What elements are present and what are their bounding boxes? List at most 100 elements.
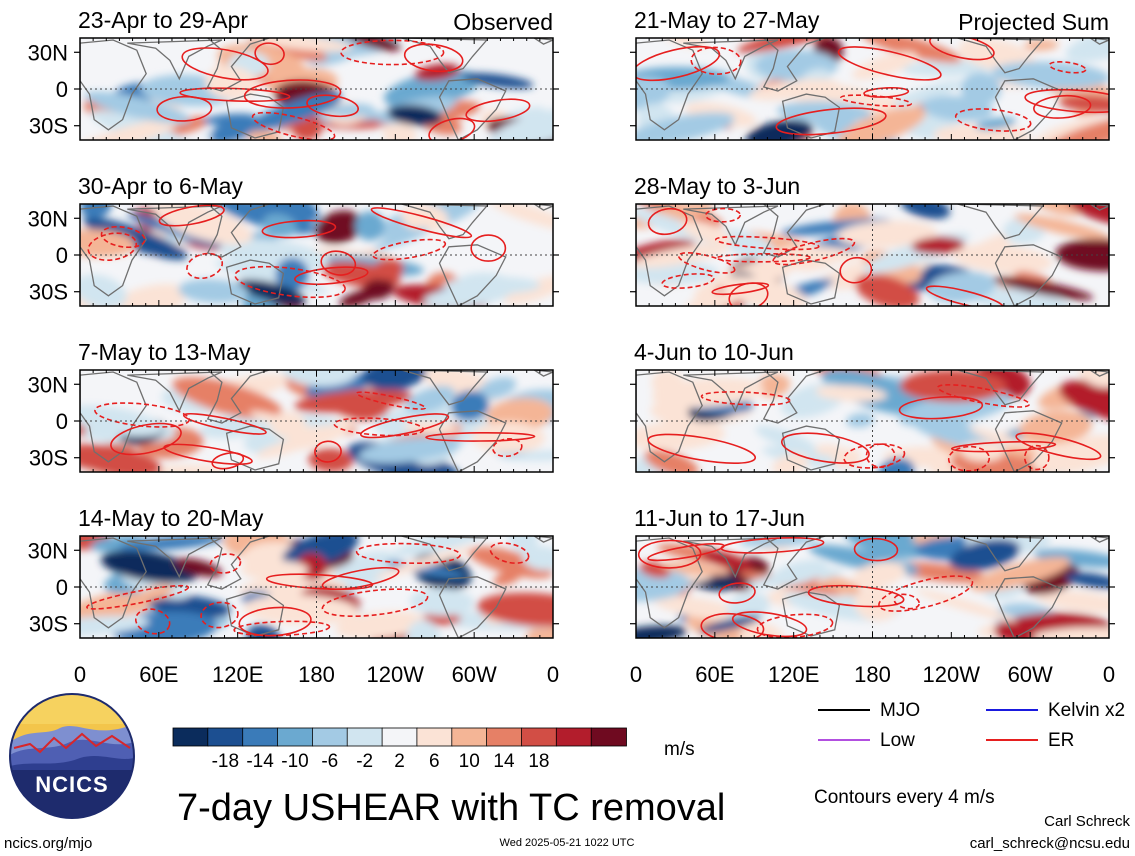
anomaly-blob	[80, 444, 162, 472]
anomaly-blob	[899, 370, 1007, 403]
anomaly-blob	[949, 539, 1021, 572]
er-contour	[243, 79, 342, 109]
anomaly-blob	[992, 276, 1094, 300]
coastline	[1089, 536, 1109, 543]
panel-title: 11-Jun to 17-Jun	[634, 505, 805, 531]
coastline	[401, 38, 489, 74]
coastline	[994, 78, 1063, 140]
colorbar-swatch	[555, 727, 592, 747]
er-contour	[837, 46, 942, 81]
anomaly-blob	[247, 92, 343, 131]
contour-note: Contours every 4 m/s	[814, 787, 995, 808]
anomaly-blob	[414, 63, 461, 81]
map-panel: 4-Jun to 10-Jun	[630, 339, 1115, 473]
lon-label: 180	[854, 662, 891, 687]
er-contour	[251, 111, 336, 140]
lat-label: 0	[56, 77, 68, 102]
anomaly-blob	[772, 453, 809, 472]
coastline	[206, 370, 270, 424]
lon-label: 0	[547, 662, 559, 687]
coastline	[533, 38, 553, 45]
er-contour	[186, 252, 224, 280]
colorbar-swatch	[451, 727, 488, 747]
anomaly-blob	[855, 274, 920, 306]
colorbar-swatch	[590, 727, 627, 747]
er-contour	[731, 611, 808, 638]
coastline	[80, 39, 147, 131]
anomaly-blob	[443, 276, 541, 295]
er-contour	[294, 266, 369, 286]
colorbar-label: -14	[246, 751, 274, 772]
anomaly-blob	[237, 279, 307, 305]
er-contour	[1048, 61, 1087, 74]
anomaly-blob	[854, 587, 899, 621]
coastline	[401, 536, 489, 572]
anomaly-blob	[503, 275, 553, 305]
map-panel: 30N 0 30S 14-May to 20-May	[28, 505, 559, 639]
anomaly-blob	[952, 243, 1053, 274]
anomaly-blob	[636, 243, 730, 269]
anomaly-blob	[915, 589, 1017, 622]
er-contour	[893, 593, 921, 610]
anomaly-blob	[1031, 434, 1109, 472]
er-contour	[690, 46, 742, 75]
er-contour	[878, 575, 974, 612]
er-contour	[181, 47, 269, 81]
anomaly-blob	[852, 51, 917, 80]
author-name: Carl Schreck	[1044, 813, 1130, 830]
anomaly-blob	[756, 373, 791, 398]
er-contour	[647, 207, 688, 236]
anomaly-blob	[461, 73, 534, 89]
anomaly-blob	[451, 390, 489, 421]
anomaly-blob	[361, 370, 427, 391]
map-panel: 30N 0 30S 7-May to 13-May	[28, 339, 559, 473]
lon-label: 0	[1103, 662, 1115, 687]
longitude-axes: 0 60E 120E 180 120W 60W 0 0 60E 120E 180 120W 60W 0	[74, 662, 1115, 687]
lat-label: 30N	[28, 372, 68, 397]
coastline	[438, 78, 507, 140]
er-contour	[209, 553, 242, 574]
coastline	[206, 38, 270, 92]
site-url: ncics.org/mjo	[4, 835, 92, 852]
er-contour	[355, 542, 461, 565]
colorbar-label: -2	[356, 751, 373, 772]
colorbar-swatch	[207, 727, 244, 747]
er-contour	[950, 440, 1057, 453]
er-contour	[925, 285, 1005, 306]
coastline	[438, 244, 507, 306]
map-panel: 30N 0 30S 23-Apr to 29-Apr Observed	[28, 7, 559, 141]
anomaly-blob	[636, 76, 671, 110]
er-contour	[863, 86, 910, 98]
colorbar-swatch	[416, 727, 453, 747]
anomaly-blob	[879, 457, 915, 472]
anomaly-blob	[80, 615, 150, 636]
coastline	[762, 370, 826, 424]
colorbar-swatch	[172, 727, 209, 747]
coastline	[762, 38, 826, 92]
anomaly-blob	[745, 119, 813, 140]
panel-title: 14-May to 20-May	[78, 505, 264, 531]
colorbar-swatch	[277, 727, 314, 747]
anomaly-blob	[126, 213, 223, 247]
coastline	[80, 205, 147, 297]
er-contour	[321, 566, 400, 591]
anomaly-blob	[780, 218, 892, 236]
lon-label: 60E	[695, 662, 734, 687]
anomaly-blob	[749, 79, 840, 101]
coastline	[225, 425, 285, 471]
anomaly-blob	[681, 220, 733, 246]
er-contour	[1024, 88, 1109, 114]
anomaly-blob	[172, 377, 283, 420]
map-panel: 11-Jun to 17-Jun	[630, 505, 1115, 639]
anomaly-blob	[1066, 204, 1109, 225]
er-contour	[470, 234, 507, 262]
coastline	[994, 244, 1063, 306]
colorbar-swatch	[486, 727, 523, 747]
coastline	[994, 576, 1063, 638]
anomaly-blob	[1032, 627, 1109, 638]
er-contour	[265, 573, 374, 590]
legend-label: MJO	[880, 700, 920, 721]
er-contour	[321, 588, 429, 618]
er-contour	[715, 252, 811, 263]
anomaly-blob	[256, 433, 325, 459]
